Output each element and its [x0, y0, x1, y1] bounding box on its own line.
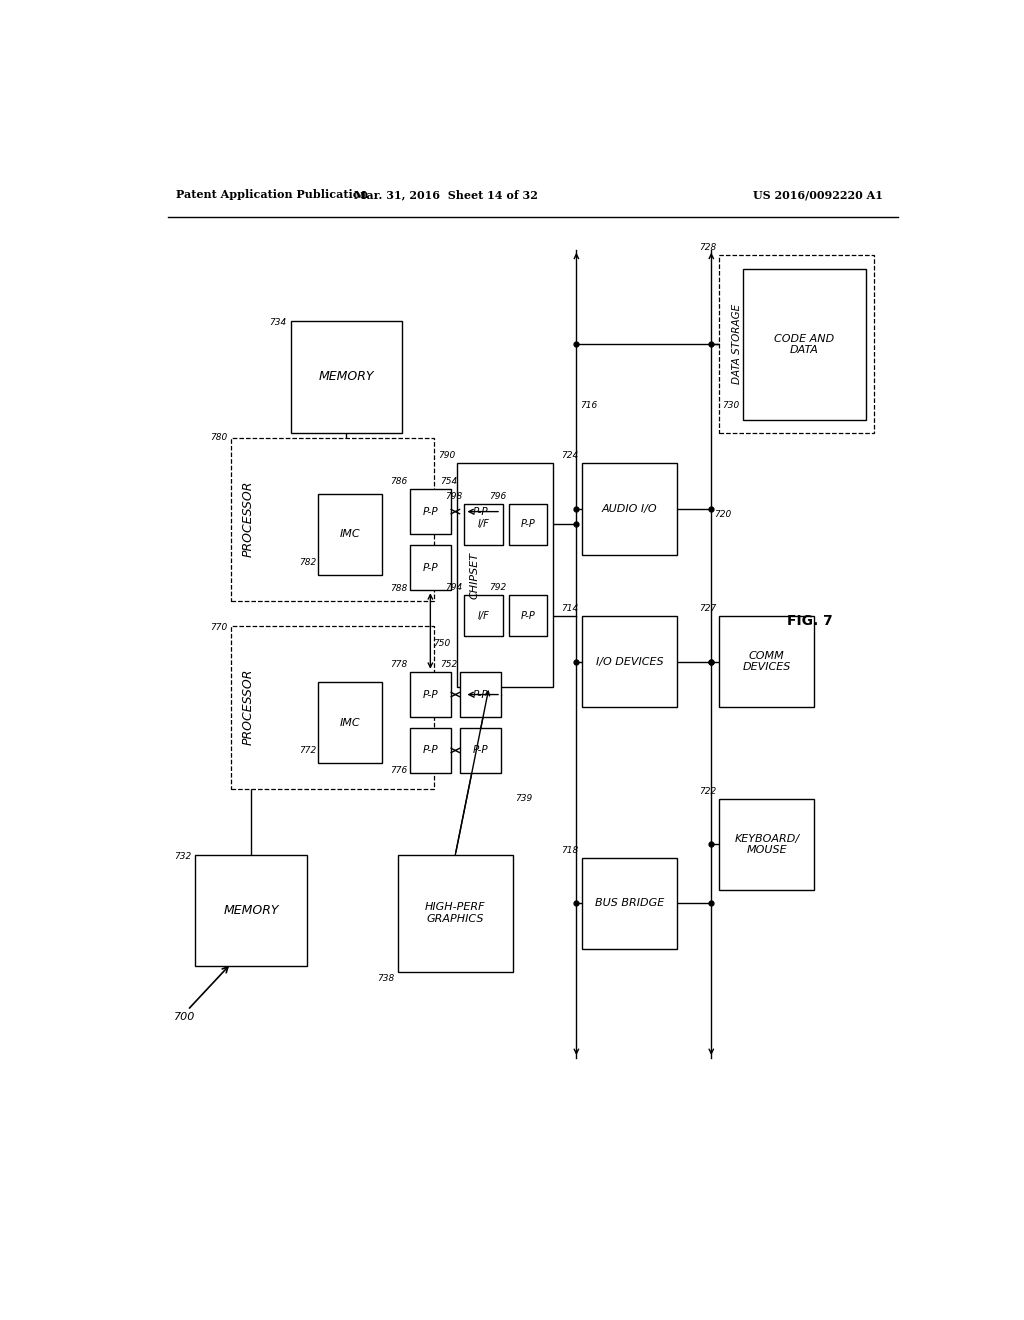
- Text: 739: 739: [515, 795, 532, 804]
- Bar: [231, 438, 433, 601]
- Bar: [231, 626, 433, 788]
- Text: BUS BRIDGE: BUS BRIDGE: [595, 899, 665, 908]
- Bar: [460, 727, 501, 774]
- Text: Patent Application Publication: Patent Application Publication: [176, 190, 368, 201]
- Text: 750: 750: [433, 639, 450, 648]
- Text: MEMORY: MEMORY: [318, 371, 374, 383]
- Text: 790: 790: [437, 451, 455, 461]
- Text: 722: 722: [698, 787, 716, 796]
- Text: 730: 730: [723, 401, 740, 411]
- Text: 718: 718: [561, 846, 579, 854]
- Text: 714: 714: [561, 603, 579, 612]
- Bar: [719, 255, 873, 433]
- Bar: [719, 615, 814, 708]
- Bar: [410, 672, 451, 718]
- Bar: [509, 504, 547, 545]
- Bar: [397, 854, 513, 972]
- Text: P-P: P-P: [472, 746, 488, 755]
- Text: 798: 798: [444, 492, 462, 500]
- Text: 792: 792: [489, 583, 507, 593]
- Bar: [582, 615, 677, 708]
- Text: 738: 738: [378, 974, 394, 982]
- Text: 788: 788: [390, 585, 408, 594]
- Text: KEYBOARD/
MOUSE: KEYBOARD/ MOUSE: [734, 834, 800, 855]
- Text: P-P: P-P: [520, 611, 536, 620]
- Text: P-P: P-P: [423, 746, 438, 755]
- Bar: [410, 545, 451, 590]
- Bar: [318, 494, 382, 576]
- Text: 770: 770: [210, 623, 227, 632]
- Text: P-P: P-P: [423, 562, 438, 573]
- Text: CODE AND
DATA: CODE AND DATA: [774, 334, 835, 355]
- Text: I/F: I/F: [477, 611, 489, 620]
- Text: P-P: P-P: [472, 689, 488, 700]
- Text: 796: 796: [489, 492, 507, 500]
- Text: CHIPSET: CHIPSET: [470, 552, 480, 599]
- Text: 724: 724: [561, 451, 579, 461]
- Text: 700: 700: [174, 1012, 196, 1022]
- Bar: [291, 321, 401, 433]
- Bar: [410, 488, 451, 535]
- Text: IMC: IMC: [340, 529, 360, 540]
- Text: 778: 778: [390, 660, 408, 669]
- Text: 728: 728: [698, 243, 716, 252]
- Text: P-P: P-P: [423, 689, 438, 700]
- Text: P-P: P-P: [472, 507, 488, 516]
- Text: US 2016/0092220 A1: US 2016/0092220 A1: [754, 190, 884, 201]
- Bar: [196, 854, 306, 966]
- Bar: [743, 269, 866, 420]
- Text: 752: 752: [440, 660, 458, 669]
- Text: 776: 776: [390, 767, 408, 775]
- Bar: [460, 488, 501, 535]
- Text: 720: 720: [714, 510, 731, 519]
- Bar: [465, 504, 503, 545]
- Text: COMM
DEVICES: COMM DEVICES: [742, 651, 791, 672]
- Text: 716: 716: [581, 401, 598, 411]
- Text: P-P: P-P: [520, 519, 536, 529]
- Bar: [582, 463, 677, 554]
- Text: P-P: P-P: [423, 507, 438, 516]
- Text: I/F: I/F: [477, 519, 489, 529]
- Bar: [719, 799, 814, 890]
- Text: I/O DEVICES: I/O DEVICES: [596, 656, 664, 667]
- Text: IMC: IMC: [340, 718, 360, 727]
- Bar: [582, 858, 677, 949]
- Bar: [509, 595, 547, 636]
- Bar: [410, 727, 451, 774]
- Bar: [465, 595, 503, 636]
- Bar: [318, 682, 382, 763]
- Bar: [460, 672, 501, 718]
- Text: 754: 754: [440, 477, 458, 486]
- Text: MEMORY: MEMORY: [223, 904, 279, 917]
- Text: PROCESSOR: PROCESSOR: [242, 480, 255, 557]
- Text: 780: 780: [210, 433, 227, 442]
- Text: DATA STORAGE: DATA STORAGE: [732, 304, 741, 384]
- Text: 727: 727: [698, 603, 716, 612]
- Text: Mar. 31, 2016  Sheet 14 of 32: Mar. 31, 2016 Sheet 14 of 32: [353, 190, 538, 201]
- Text: AUDIO I/O: AUDIO I/O: [602, 504, 657, 513]
- Text: 734: 734: [269, 318, 287, 327]
- Text: 772: 772: [299, 746, 316, 755]
- Text: HIGH-PERF
GRAPHICS: HIGH-PERF GRAPHICS: [425, 903, 485, 924]
- Bar: [458, 463, 553, 686]
- Text: 782: 782: [299, 558, 316, 568]
- Text: 794: 794: [444, 583, 462, 593]
- Text: 786: 786: [390, 477, 408, 486]
- Text: FIG. 7: FIG. 7: [786, 614, 833, 628]
- Text: 732: 732: [174, 851, 191, 861]
- Text: PROCESSOR: PROCESSOR: [242, 669, 255, 746]
